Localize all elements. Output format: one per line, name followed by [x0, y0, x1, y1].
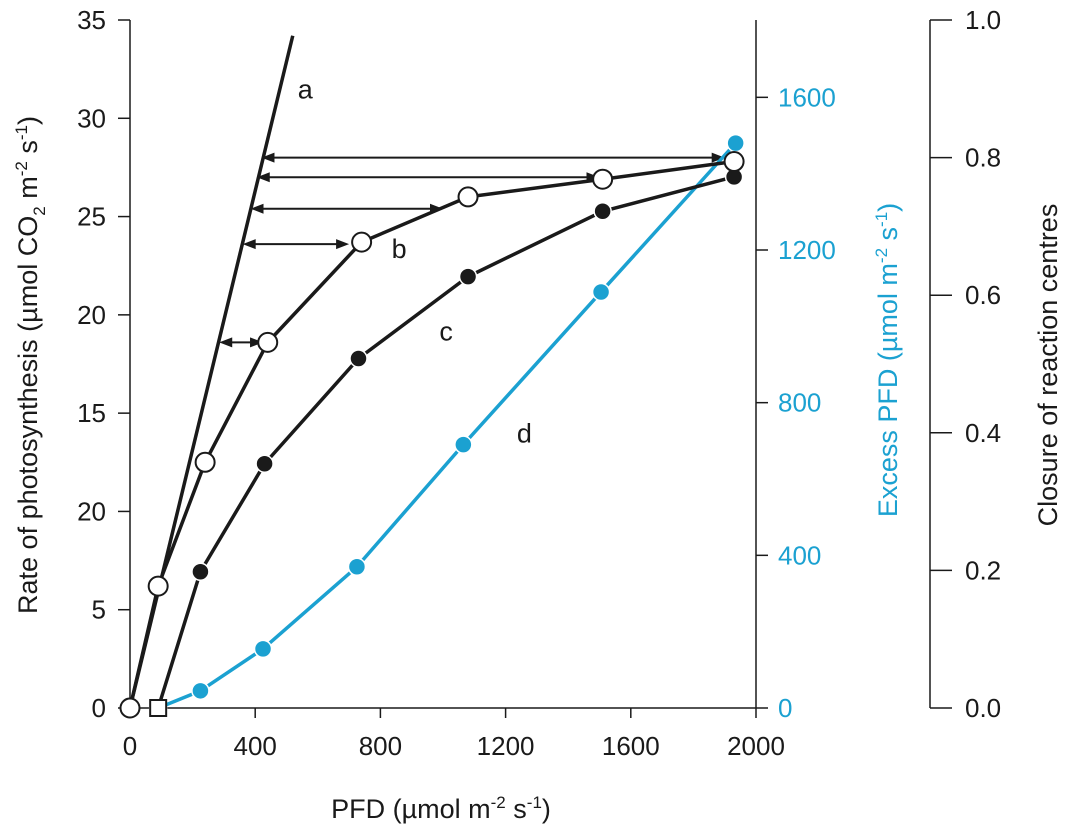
series-c-point — [593, 202, 612, 221]
series-b-point — [457, 186, 479, 208]
y-left-axis-title: Rate of photosynthesis (µmol CO2 m-2 s-1… — [12, 116, 49, 614]
ticks: 0 400 800 1200 1600 2000 0 5 20 15 20 25 30 35 0 400 800… — [77, 5, 1001, 761]
x-tick-label: 0 — [123, 731, 137, 761]
x-axis-title: PFD (µmol m-2 s-1) — [331, 793, 551, 824]
arrows — [219, 152, 725, 348]
series-b — [119, 151, 745, 719]
series-b-point — [194, 451, 216, 473]
y-right-axis-title: Closure of reaction centres — [1033, 204, 1063, 527]
double-arrow — [256, 172, 600, 183]
x-tick-label: 400 — [234, 731, 277, 761]
series-c-point — [255, 454, 274, 474]
arrow-head-right — [336, 239, 350, 250]
series-c-line — [156, 175, 735, 709]
series-c-point — [191, 562, 210, 582]
series-d-point — [191, 681, 210, 701]
curve-labels: a b c d — [298, 75, 532, 449]
double-arrow — [261, 152, 725, 163]
y-right-tick-label: 0.2 — [965, 555, 1001, 585]
arrow-head-right — [250, 337, 264, 348]
y-mid-tick-label: 1200 — [778, 235, 836, 265]
x-tick-label: 800 — [359, 731, 402, 761]
series-c-point — [349, 349, 368, 368]
x-tick-label: 1600 — [602, 731, 660, 761]
series-b-point — [723, 151, 745, 173]
y-right-tick-label: 0.8 — [965, 143, 1001, 173]
y-left-tick-label: 25 — [77, 202, 106, 232]
series-b-line — [128, 159, 735, 709]
y-left-tick-label: 20 — [77, 300, 106, 330]
axes — [129, 20, 931, 709]
y-right-tick-label: 0.0 — [965, 693, 1001, 723]
y-mid-tick-label: 0 — [778, 693, 792, 723]
y-right-tick-label: 0.6 — [965, 280, 1001, 310]
arrow-head-left — [242, 239, 256, 250]
x-tick-label: 1200 — [477, 731, 535, 761]
arrow-head-left — [250, 203, 264, 214]
double-arrow — [219, 337, 264, 348]
series-c-point — [458, 267, 478, 286]
y-mid-tick-label: 400 — [778, 540, 821, 570]
curve-label-c: c — [439, 316, 453, 346]
y-mid-tick-label: 1600 — [778, 82, 836, 112]
series-b-point — [351, 231, 373, 253]
series-c-start-marker — [149, 699, 168, 717]
y-mid-tick-label: 800 — [778, 388, 821, 418]
double-arrow — [242, 239, 350, 250]
curve-label-b: b — [392, 234, 407, 264]
arrow-head-left — [256, 172, 270, 183]
y-left-tick-label: 30 — [77, 103, 106, 133]
series-d-point — [253, 639, 273, 659]
y-left-tick-label: 35 — [77, 5, 106, 35]
series-d-point — [726, 133, 745, 153]
series-b-point — [257, 331, 279, 353]
y-right-tick-label: 1.0 — [965, 5, 1001, 35]
series-b-point — [119, 697, 141, 719]
y-left-tick-label: 0 — [92, 693, 106, 723]
series-c — [149, 167, 744, 717]
series-b-point — [147, 575, 169, 597]
arrow-head-right — [711, 152, 725, 163]
series-d — [148, 133, 745, 718]
series-d-point — [347, 557, 367, 577]
series-b-point — [592, 168, 614, 190]
y-left-tick-label: 5 — [92, 595, 106, 625]
arrow-head-left — [219, 337, 233, 348]
curve-label-d: d — [517, 419, 532, 449]
arrow-head-left — [261, 152, 275, 163]
y-left-tick-label: 15 — [77, 398, 106, 428]
y-right-tick-label: 0.4 — [965, 418, 1001, 448]
double-arrow — [250, 203, 443, 214]
curve-label-a: a — [298, 75, 314, 105]
y-mid-axis-title: Excess PFD (µmol m-2 s-1) — [872, 203, 903, 517]
y-left-tick-label: 20 — [77, 496, 106, 526]
series-d-point — [454, 435, 473, 454]
series-d-point — [591, 282, 611, 302]
x-tick-label: 2000 — [727, 731, 785, 761]
series-layer — [119, 35, 745, 719]
